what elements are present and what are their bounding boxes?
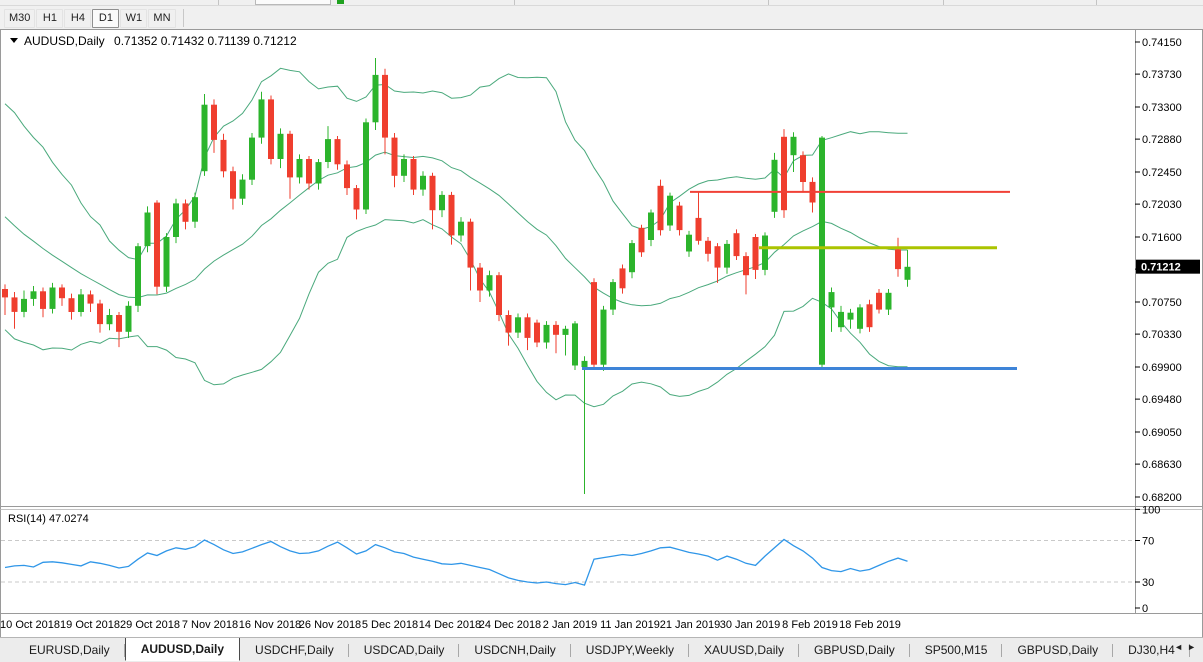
horizontal-line-objects[interactable] <box>582 190 1017 370</box>
timeframe-button-H1[interactable]: H1 <box>36 8 64 28</box>
green-toolbar-icon <box>337 0 344 4</box>
current-price-tag: 0.71212 <box>1136 259 1200 274</box>
date-axis-label: 8 Feb 2019 <box>782 619 838 631</box>
chart-tab-xauusd-daily[interactable]: XAUUSD,Daily <box>689 640 800 661</box>
price-axis-label: 0.71600 <box>1142 232 1182 244</box>
tab-separator <box>1112 643 1114 657</box>
tab-separator <box>908 643 910 657</box>
date-axis-label: 26 Nov 2018 <box>299 619 361 631</box>
chart-tab-sp500-m15[interactable]: SP500,M15 <box>910 640 1003 661</box>
price-axis-label: 0.72880 <box>1142 134 1182 146</box>
timeframe-button-M30[interactable]: M30 <box>4 8 36 28</box>
symbol-dropdown-icon[interactable] <box>10 38 18 43</box>
date-axis[interactable]: 10 Oct 2018 19 Oct 2018 29 Oct 2018 7 Nov 2… <box>0 619 901 631</box>
rsi-axis-label: 0 <box>1142 603 1148 615</box>
clipped-toolbar-row <box>0 0 1203 6</box>
toolbar-separator <box>182 9 184 27</box>
tab-separator <box>688 643 690 657</box>
toolbar-separator <box>1096 0 1097 5</box>
price-axis-label: 0.69900 <box>1142 362 1182 374</box>
tab-scroll-left-icon[interactable]: ◄ <box>1174 642 1188 652</box>
date-axis-label: 11 Jan 2019 <box>600 619 660 631</box>
date-axis-label: 10 Oct 2018 <box>0 619 60 631</box>
date-axis-label: 5 Dec 2018 <box>362 619 418 631</box>
chart-symbol-label: AUDUSD,Daily <box>24 34 105 48</box>
date-axis-label: 29 Oct 2018 <box>120 619 180 631</box>
price-axis-label: 0.69050 <box>1142 427 1182 439</box>
toolbar-separator <box>768 0 769 5</box>
candlestick-series <box>2 58 911 494</box>
current-price-value: 0.71212 <box>1141 262 1181 274</box>
chart-title: AUDUSD,Daily 0.71352 0.71432 0.71139 0.7… <box>10 34 297 48</box>
date-axis-label: 21 Jan 2019 <box>660 619 721 631</box>
tab-scroll-arrows: ◄► <box>1174 642 1200 652</box>
price-axis-label: 0.73300 <box>1142 102 1182 114</box>
price-axis-label: 0.74150 <box>1142 37 1182 49</box>
date-axis-label: 7 Nov 2018 <box>182 619 238 631</box>
chart-tab-usdcad-daily[interactable]: USDCAD,Daily <box>349 640 460 661</box>
date-axis-label: 24 Dec 2018 <box>479 619 541 631</box>
timeframe-toolbar: M30 H1 H4 D1 W1 MN <box>0 6 1203 30</box>
timeframe-button-H4[interactable]: H4 <box>64 8 92 28</box>
price-axis-label: 0.69480 <box>1142 394 1182 406</box>
tab-separator <box>347 643 349 657</box>
date-axis-label: 14 Dec 2018 <box>419 619 481 631</box>
rsi-axis-label: 30 <box>1142 577 1154 589</box>
price-axis-label: 0.72030 <box>1142 199 1182 211</box>
date-axis-label: 30 Jan 2019 <box>720 619 781 631</box>
date-axis-label: 18 Feb 2019 <box>839 619 901 631</box>
toolbar-separator <box>514 0 515 5</box>
date-axis-label: 16 Nov 2018 <box>239 619 301 631</box>
chart-tab-eurusd-daily[interactable]: EURUSD,Daily <box>14 640 125 661</box>
rsi-axis-label: 100 <box>1142 504 1160 516</box>
chart-tab-dj30-h4[interactable]: DJ30,H4 <box>1113 640 1190 661</box>
chart-tab-bar: EURUSD,Daily AUDUSD,Daily USDCHF,Daily USDC… <box>0 637 1203 662</box>
tab-separator <box>123 643 125 657</box>
chart-tab-usdchf-daily[interactable]: USDCHF,Daily <box>240 640 349 661</box>
toolbar-separator <box>943 0 944 5</box>
tab-separator <box>569 643 571 657</box>
chart-ohlc-quote: 0.71352 0.71432 0.71139 0.71212 <box>114 34 297 48</box>
chart-tab-gbpusd-daily[interactable]: GBPUSD,Daily <box>799 640 910 661</box>
chart-tab-usdjpy-weekly[interactable]: USDJPY,Weekly <box>571 640 690 661</box>
toolbar-separator <box>218 0 219 5</box>
tab-scroll-right-icon[interactable]: ► <box>1187 642 1200 652</box>
price-axis-label: 0.73730 <box>1142 69 1182 81</box>
chart-tab-usdcnh-daily[interactable]: USDCNH,Daily <box>459 640 571 661</box>
date-axis-label: 19 Oct 2018 <box>60 619 120 631</box>
tab-separator <box>1188 643 1190 657</box>
price-axis-label: 0.68630 <box>1142 459 1182 471</box>
price-axis-label: 0.72450 <box>1142 167 1182 179</box>
pressed-toolbar-button-fragment <box>255 0 331 5</box>
rsi-indicator-label: RSI(14) 47.0274 <box>8 513 89 525</box>
timeframe-button-D1[interactable]: D1 <box>92 8 120 28</box>
chart-tab-audusd-daily[interactable]: AUDUSD,Daily <box>124 638 241 661</box>
price-axis-label: 0.70750 <box>1142 297 1182 309</box>
tab-separator <box>458 643 460 657</box>
price-axis-label: 0.70330 <box>1142 329 1182 341</box>
svg-text:AUDUSD,Daily 0.71352 0: AUDUSD,Daily 0.71352 0.71432 0.71139 0.7… <box>24 34 297 48</box>
rsi-axis-label: 70 <box>1142 536 1154 548</box>
date-axis-label: 2 Jan 2019 <box>543 619 597 631</box>
timeframe-button-W1[interactable]: W1 <box>120 8 148 28</box>
timeframe-button-MN[interactable]: MN <box>148 8 176 28</box>
tab-separator <box>1001 643 1003 657</box>
price-axis-label: 0.68200 <box>1142 492 1182 504</box>
tab-separator <box>798 643 800 657</box>
rsi-panel: 100 70 30 0 <box>1 504 1160 615</box>
chart-tab-gbpusd-daily[interactable]: GBPUSD,Daily <box>1002 640 1114 661</box>
